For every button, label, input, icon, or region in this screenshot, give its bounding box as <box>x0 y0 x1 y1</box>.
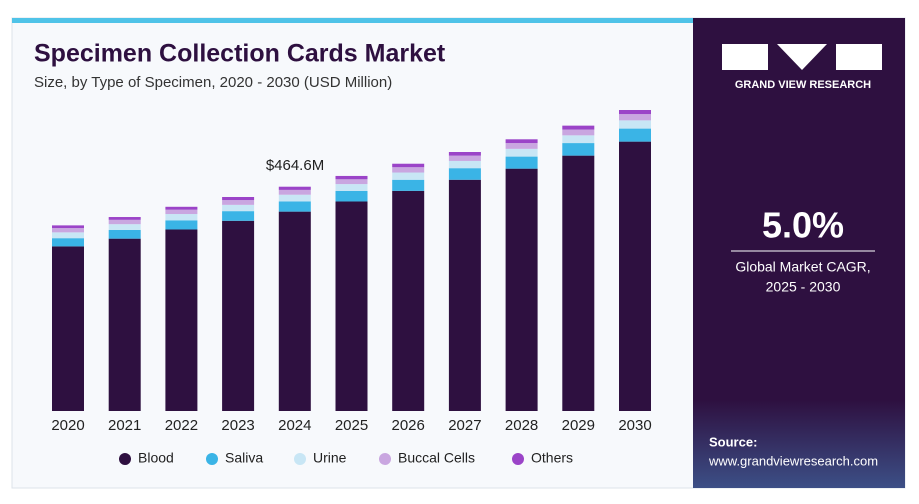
bar-segment <box>505 168 538 411</box>
bar-segment <box>619 114 651 121</box>
x-tick-label: 2030 <box>618 417 651 434</box>
bar-segment <box>562 129 595 136</box>
legend-marker <box>379 453 391 465</box>
bar-segment <box>505 156 538 169</box>
bar-segment <box>619 110 651 115</box>
bar-segment <box>448 152 481 156</box>
bar-segment <box>335 184 368 191</box>
x-tick-label: 2028 <box>505 417 538 434</box>
bar-segment <box>448 168 481 180</box>
bar-segment <box>165 206 198 210</box>
bar-segment <box>278 194 311 202</box>
legend-marker <box>119 453 131 465</box>
bar-segment <box>108 224 141 230</box>
bar-segment <box>278 211 311 411</box>
x-tick-label: 2021 <box>108 417 141 434</box>
legend-marker <box>294 453 306 465</box>
bar-segment <box>52 232 84 239</box>
chart-subtitle: Size, by Type of Specimen, 2020 - 2030 (… <box>34 74 392 91</box>
bar-segment <box>448 160 481 169</box>
bar-segment <box>392 172 425 180</box>
logo-block <box>722 44 768 70</box>
bar-segment <box>52 228 84 233</box>
bar-segment <box>108 219 141 225</box>
bar-segment <box>505 139 538 144</box>
x-tick-label: 2025 <box>335 417 368 434</box>
bar-segment <box>505 143 538 149</box>
bar-segment <box>52 225 84 229</box>
bar-segment <box>619 128 651 142</box>
bar-segment <box>278 186 311 190</box>
bar-segment <box>562 125 595 130</box>
bar-segment <box>222 211 255 221</box>
bar-segment <box>392 163 425 168</box>
cagr-label: Global Market CAGR, <box>735 259 870 275</box>
bar-segment <box>335 175 368 180</box>
bar-segment <box>448 179 481 411</box>
bar-segment <box>335 179 368 185</box>
x-tick-label: 2026 <box>392 417 425 434</box>
bar-segment <box>165 214 198 221</box>
bar-segment <box>165 209 198 215</box>
bar-segment <box>619 141 651 411</box>
side-panel-footer <box>693 400 905 488</box>
bar-segment <box>52 238 84 247</box>
bar-segment <box>222 196 255 201</box>
legend-marker <box>206 453 218 465</box>
bar-segment <box>562 155 595 411</box>
x-tick-label: 2029 <box>562 417 595 434</box>
legend-label: Blood <box>138 450 174 466</box>
annotation: $464.6M <box>266 157 324 174</box>
bar-segment <box>392 190 425 411</box>
cagr-label: 2025 - 2030 <box>766 279 841 295</box>
logo-block <box>836 44 882 70</box>
bar-segment <box>335 190 368 202</box>
logo-block <box>777 44 827 70</box>
bar-segment <box>562 135 595 144</box>
bar-segment <box>222 204 255 212</box>
x-tick-label: 2024 <box>278 417 311 434</box>
bar-segment <box>222 220 255 411</box>
chart-title: Specimen Collection Cards Market <box>34 40 446 68</box>
bar-segment <box>278 189 311 195</box>
x-tick-label: 2020 <box>51 417 84 434</box>
bar-segment <box>392 179 425 191</box>
bar-segment <box>108 238 141 411</box>
accent-bar <box>12 18 693 23</box>
bar-segment <box>278 201 311 212</box>
x-tick-label: 2023 <box>221 417 254 434</box>
bar-segment <box>108 217 141 220</box>
source-label: Source: <box>709 434 757 449</box>
bar-segment <box>335 201 368 411</box>
legend-label: Urine <box>313 450 347 466</box>
brand: GRAND VIEW RESEARCH <box>735 79 871 91</box>
logo <box>722 44 882 70</box>
source-url: www.grandviewresearch.com <box>708 453 878 468</box>
bar-segment <box>165 220 198 230</box>
legend-label: Buccal Cells <box>398 450 475 466</box>
bar-segment <box>165 229 198 411</box>
x-tick-label: 2022 <box>165 417 198 434</box>
bar-segment <box>562 143 595 156</box>
bar-segment <box>619 120 651 129</box>
bar-segment <box>448 155 481 161</box>
bar-segment <box>392 167 425 173</box>
legend-label: Saliva <box>225 450 263 466</box>
bar-segment <box>505 148 538 157</box>
legend-marker <box>512 453 524 465</box>
bar-segment <box>108 229 141 239</box>
legend-label: Others <box>531 450 573 466</box>
bar-segment <box>222 200 255 205</box>
x-tick-label: 2027 <box>448 417 481 434</box>
cagr-value: 5.0% <box>762 205 844 246</box>
bar-segment <box>52 246 84 411</box>
